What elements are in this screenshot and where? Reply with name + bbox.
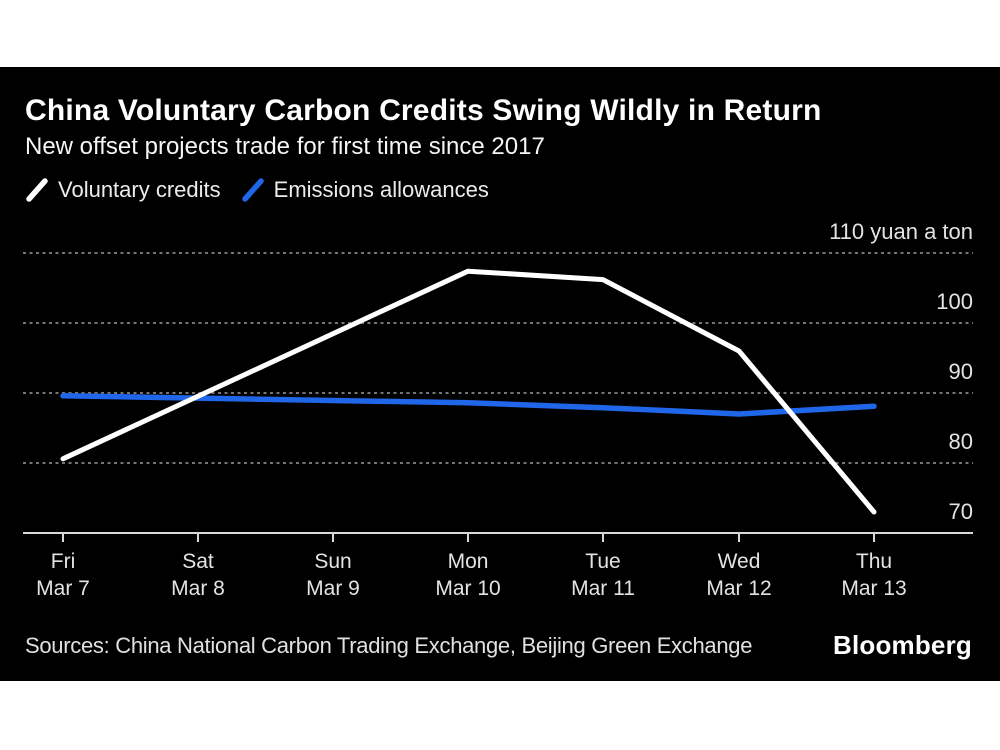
white-line-swatch-icon bbox=[26, 178, 48, 202]
x-tick-date: Mar 10 bbox=[435, 577, 501, 600]
chart-card: China Voluntary Carbon Credits Swing Wil… bbox=[0, 67, 1000, 681]
x-tick-label-thu: Thu Mar 13 bbox=[841, 548, 906, 602]
x-tick-day: Sun bbox=[314, 550, 352, 573]
x-tick-date: Mar 7 bbox=[36, 577, 90, 600]
voluntary-credits-line bbox=[60, 268, 877, 515]
x-tick-day: Sat bbox=[182, 550, 214, 573]
y-tick-label: 90 bbox=[948, 359, 973, 384]
x-tick-date: Mar 12 bbox=[706, 577, 772, 600]
x-tick-day: Wed bbox=[717, 550, 761, 573]
y-tick-label: 70 bbox=[948, 499, 973, 524]
chart-plot-area bbox=[23, 252, 973, 542]
y-tick-label: 100 bbox=[936, 289, 973, 314]
legend-label: Emissions allowances bbox=[273, 177, 489, 202]
legend-item-voluntary-credits: Voluntary credits bbox=[25, 177, 221, 203]
x-tick-day: Fri bbox=[50, 550, 76, 573]
legend-label: Voluntary credits bbox=[58, 177, 221, 202]
x-tick-label-mon: Mon Mar 10 bbox=[435, 548, 500, 602]
x-tick-day: Thu bbox=[855, 550, 893, 573]
x-tick-day: Tue bbox=[585, 550, 621, 573]
y-tick-label: 80 bbox=[948, 429, 973, 454]
x-tick-date: Mar 9 bbox=[306, 577, 360, 600]
y-axis-unit-label: 110 yuan a ton bbox=[829, 219, 973, 244]
legend-item-emissions-allowances: Emissions allowances bbox=[241, 177, 489, 203]
chart-legend: Voluntary credits Emissions allowances bbox=[25, 177, 489, 203]
x-tick-label-sat: Sat Mar 8 bbox=[171, 548, 225, 602]
sources-credit: Sources: China National Carbon Trading E… bbox=[25, 633, 753, 658]
chart-subtitle: New offset projects trade for first time… bbox=[25, 133, 545, 160]
x-tick-label-sun: Sun Mar 9 bbox=[306, 548, 360, 602]
blue-line-swatch-icon bbox=[241, 178, 264, 202]
x-tick-label-fri: Fri Mar 7 bbox=[36, 548, 90, 602]
chart-title: China Voluntary Carbon Credits Swing Wil… bbox=[25, 94, 822, 127]
x-tick-label-tue: Tue Mar 11 bbox=[571, 548, 635, 602]
x-tick-date: Mar 11 bbox=[571, 577, 635, 600]
emissions-allowances-line bbox=[60, 393, 877, 417]
bloomberg-logo: Bloomberg bbox=[832, 630, 972, 660]
x-tick-date: Mar 8 bbox=[171, 577, 225, 600]
x-tick-label-wed: Wed Mar 12 bbox=[706, 548, 771, 602]
x-tick-date: Mar 13 bbox=[841, 577, 907, 600]
x-tick-day: Mon bbox=[447, 550, 489, 573]
